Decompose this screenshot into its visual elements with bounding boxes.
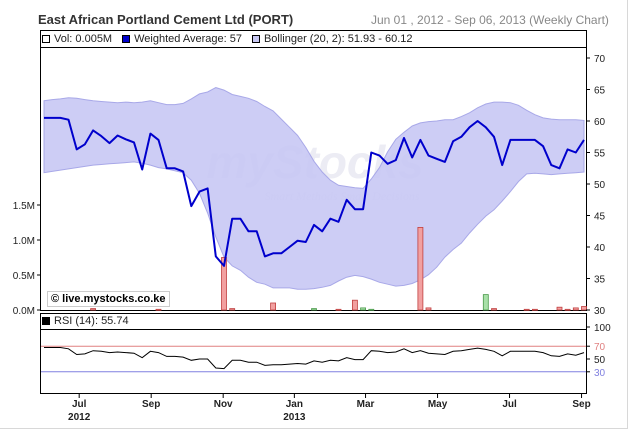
x-month-label: Jan <box>286 399 303 410</box>
legend-wavg: Weighted Average: 57 <box>122 33 242 45</box>
volume-bar <box>351 299 358 311</box>
x-month-label: Jul <box>72 399 87 410</box>
rsi-tick-label: 30 <box>594 368 606 379</box>
volume-bar <box>360 307 367 311</box>
wavg-swatch <box>122 34 131 43</box>
price-line-layer <box>44 116 585 267</box>
main-panel-border <box>40 30 587 311</box>
volume-bar <box>90 308 96 311</box>
volume-bar <box>221 257 227 311</box>
volume-bars <box>90 226 587 311</box>
price-tick-label: 70 <box>594 54 606 65</box>
rsi-line <box>44 347 585 370</box>
rsi-tick-label: 100 <box>594 323 611 334</box>
rsi-label: RSI (14): 55.74 <box>54 315 129 327</box>
rsi-panel-border <box>40 313 587 394</box>
volume-bar <box>335 308 342 311</box>
x-month-label: May <box>428 399 448 410</box>
x-year-label: 2012 <box>68 412 91 423</box>
rsi-swatch <box>42 317 50 325</box>
volume-bar <box>425 307 432 311</box>
x-month-label: Nov <box>214 399 233 410</box>
x-year-label: 2013 <box>283 412 306 423</box>
volume-tick-label: 0.0M <box>13 306 35 317</box>
volume-bar <box>368 308 375 311</box>
x-month-label: Jul <box>502 399 517 410</box>
volume-bar <box>417 226 424 311</box>
axis-layer: 30 35 40 45 50 55 60 65 70 0.0M 0.5M 1.0M 1.5M 30 50 70… <box>13 54 611 423</box>
bollinger-band <box>43 87 585 290</box>
volume-bar <box>229 308 236 311</box>
volume-bar <box>311 308 317 311</box>
legend-vol-label: Vol: 0.005M <box>54 32 113 45</box>
volume-bar <box>270 302 277 311</box>
rsi-layer <box>41 345 586 373</box>
vol-swatch <box>42 34 50 43</box>
volume-bar <box>482 294 489 311</box>
date-range: Jun 01 , 2012 - Sep 06, 2013 (Weekly Cha… <box>371 13 609 27</box>
legend-wavg-label: Weighted Average: 57 <box>134 32 242 45</box>
price-tick-label: 40 <box>594 243 606 254</box>
copyright-label: © live.mystocks.co.ke <box>47 291 170 307</box>
volume-bar <box>581 306 587 311</box>
price-tick-label: 55 <box>594 149 606 160</box>
price-tick-label: 30 <box>594 306 606 317</box>
legend-bollinger: Bollinger (20, 2): 51.93 - 60.12 <box>251 32 413 45</box>
volume-bar <box>523 308 530 311</box>
volume-bar <box>572 307 579 311</box>
volume-tick-label: 1.0M <box>13 236 35 247</box>
x-month-label: Sep <box>142 399 160 410</box>
x-month-label: Sep <box>572 399 590 410</box>
legend: Vol: 0.005M Weighted Average: 57 Bolling… <box>42 31 423 46</box>
price-tick-label: 35 <box>594 275 606 286</box>
chart-title: East African Portland Cement Ltd (PORT) <box>38 12 294 27</box>
bollinger-swatch <box>251 34 260 43</box>
legend-vol: Vol: 0.005M <box>42 33 112 45</box>
volume-bar <box>564 308 571 311</box>
price-tick-label: 65 <box>594 86 606 97</box>
volume-bar <box>556 306 563 311</box>
price-tick-label: 60 <box>594 117 606 128</box>
rsi-tick-label: 50 <box>594 355 606 366</box>
price-tick-label: 45 <box>594 212 606 223</box>
volume-bar <box>491 308 497 311</box>
volume-tick-label: 1.5M <box>13 201 35 212</box>
rsi-legend: RSI (14): 55.74 <box>42 315 129 327</box>
price-tick-label: 50 <box>594 180 606 191</box>
bollinger-fill <box>43 87 585 290</box>
volume-tick-label: 0.5M <box>13 271 35 282</box>
volume-bar <box>155 308 162 311</box>
rsi-tick-label: 70 <box>594 342 606 353</box>
volume-bar <box>532 308 538 311</box>
weighted-average-line <box>44 116 585 267</box>
x-month-label: Mar <box>357 399 375 410</box>
legend-bollinger-label: Bollinger (20, 2): 51.93 - 60.12 <box>263 32 413 45</box>
